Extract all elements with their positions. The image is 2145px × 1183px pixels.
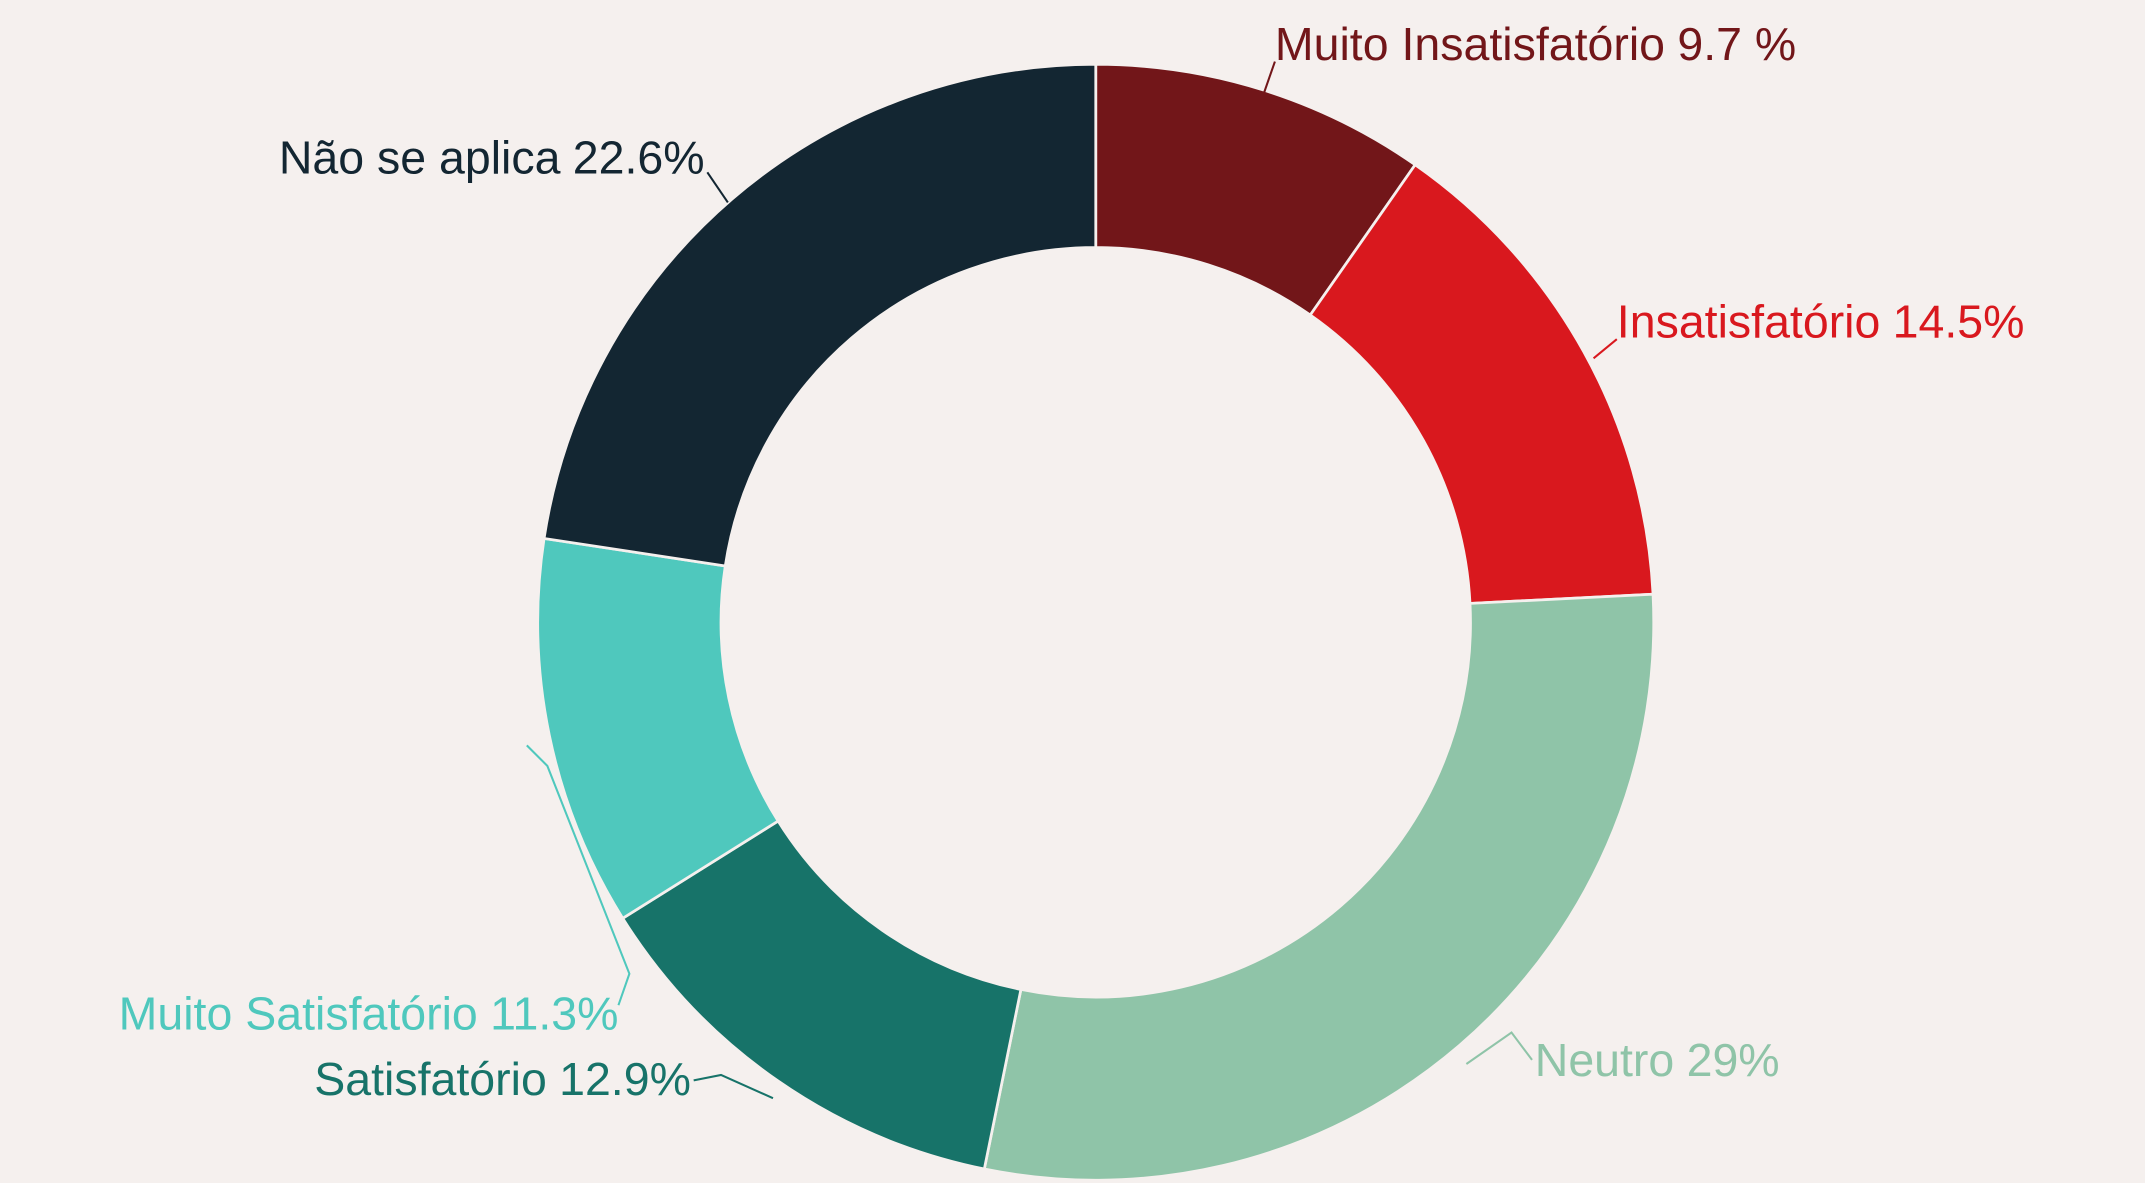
- category-name: Muito Insatisfatório: [1275, 18, 1665, 70]
- segment-label: Insatisfatório 14.5%: [1617, 296, 2025, 348]
- value-label: 9.7 %: [1677, 18, 1796, 70]
- value-label: 22.6%: [573, 132, 705, 184]
- donut-segment: [542, 62, 1098, 568]
- category-name: Neutro: [1535, 1034, 1675, 1086]
- segment-label: Muito Satisfatório 11.3%: [119, 988, 619, 1040]
- category-name: Insatisfatório: [1617, 296, 1881, 348]
- category-name: Satisfatório: [314, 1053, 547, 1105]
- segment-label: Muito Insatisfatório 9.7 %: [1275, 18, 1796, 70]
- leader-line: [1262, 61, 1276, 94]
- value-label: 29%: [1687, 1034, 1780, 1086]
- category-name: Muito Satisfatório: [119, 988, 478, 1040]
- value-label: 11.3%: [490, 988, 618, 1040]
- segment-label: Não se aplica 22.6%: [279, 132, 705, 184]
- leader-line: [526, 744, 631, 1006]
- value-label: 14.5%: [1893, 296, 2025, 348]
- leader-line: [706, 171, 729, 203]
- segment-label: Neutro 29%: [1535, 1034, 1780, 1086]
- leader-line: [693, 1073, 774, 1100]
- segment-label: Satisfatório 12.9%: [314, 1053, 691, 1105]
- value-label: 12.9%: [559, 1053, 691, 1105]
- leader-line: [1465, 1031, 1533, 1065]
- leader-line: [1592, 338, 1618, 360]
- donut-segment: [982, 592, 1656, 1182]
- category-name: Não se aplica: [279, 132, 561, 184]
